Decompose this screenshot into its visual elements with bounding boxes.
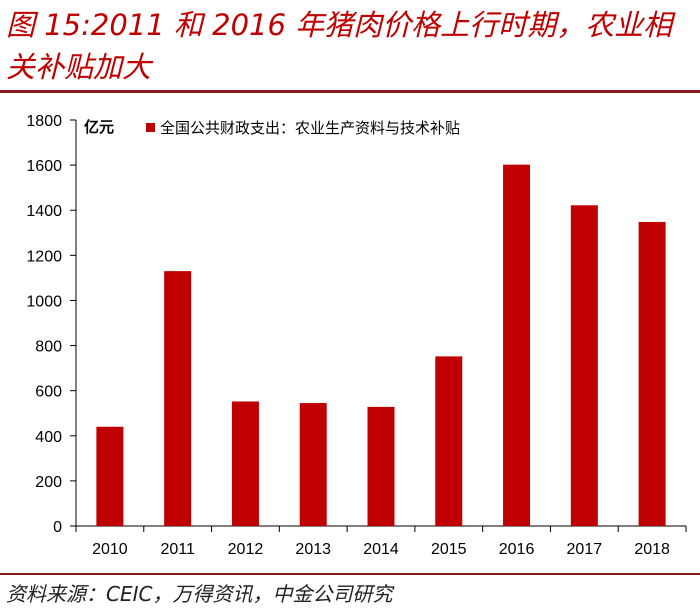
bar-2012 [231, 401, 259, 526]
y-tick-label: 800 [35, 339, 62, 356]
y-tick-label: 600 [35, 384, 62, 401]
x-tick-label: 2012 [228, 541, 264, 558]
y-unit-label: 亿元 [84, 118, 114, 136]
x-tick-label: 2015 [431, 541, 467, 558]
x-tick-label: 2016 [499, 541, 535, 558]
y-tick-label: 1400 [26, 203, 62, 220]
x-axis: 2010 2011 2012 2013 2014 2015 2016 2017 2018 [75, 525, 687, 558]
y-tick-label: 1800 [26, 113, 62, 130]
y-tick-label: 1200 [26, 248, 62, 265]
bar-2011 [164, 271, 192, 526]
x-tick-label: 2011 [160, 541, 195, 558]
source-divider [0, 573, 700, 575]
y-tick-label: 200 [35, 474, 62, 491]
y-tick-label: 1000 [26, 293, 62, 310]
figure-title: 图 15:2011 和 2016 年猪肉价格上行时期，农业相关补贴加大 [6, 8, 673, 84]
x-tick-label: 2010 [92, 541, 128, 558]
legend-swatch [146, 123, 155, 132]
bar-2010 [96, 426, 124, 526]
x-tick-label: 2017 [567, 541, 603, 558]
x-tick-label: 2013 [295, 541, 331, 558]
x-tick-label: 2018 [634, 541, 670, 558]
bar-2016 [503, 164, 531, 526]
bar-2013 [299, 403, 327, 526]
source-note: 资料来源：CEIC，万得资讯，中金公司研究 [6, 582, 393, 606]
y-axis: 0 200 400 600 800 1000 1200 1400 1600 1800 [26, 113, 77, 536]
bar-series [96, 164, 666, 526]
bar-2014 [367, 406, 395, 526]
y-tick-label: 400 [35, 429, 62, 446]
x-tick-label: 2014 [363, 541, 399, 558]
y-tick-label: 1600 [26, 158, 62, 175]
bar-2018 [638, 221, 666, 526]
bar-2017 [570, 205, 598, 526]
legend-label: 全国公共财政支出：农业生产资料与技术补贴 [160, 119, 460, 137]
title-divider [0, 90, 700, 93]
bar-2015 [435, 356, 463, 526]
y-tick-label: 0 [53, 519, 62, 536]
legend: 全国公共财政支出：农业生产资料与技术补贴 [146, 119, 460, 137]
